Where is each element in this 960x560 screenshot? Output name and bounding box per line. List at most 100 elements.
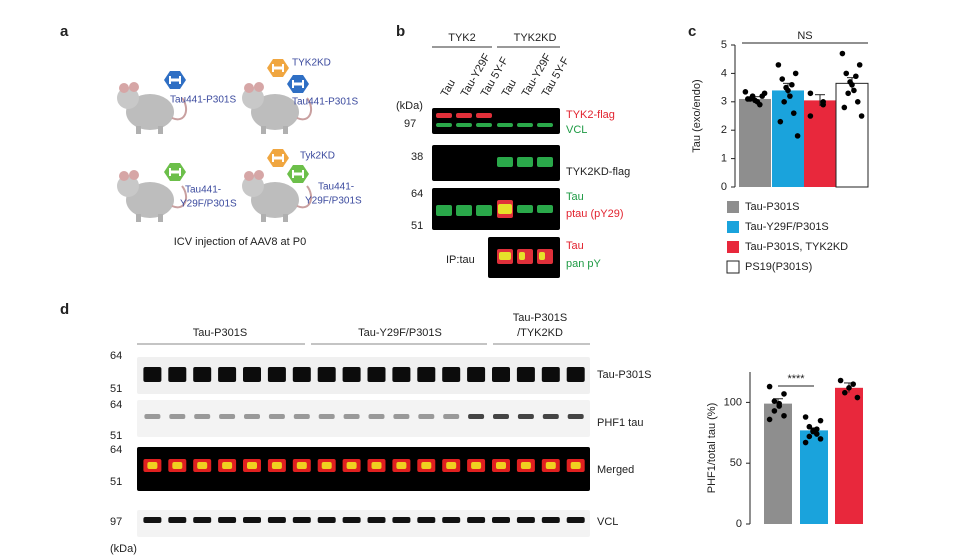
data-point: [854, 99, 861, 105]
data-point: [839, 50, 846, 57]
data-point: [781, 99, 787, 105]
data-point: [792, 70, 799, 77]
data-point: [814, 431, 820, 437]
band: [467, 517, 486, 523]
band: [517, 414, 534, 419]
band: [467, 367, 486, 382]
data-point: [849, 81, 855, 88]
data-point: [790, 110, 797, 116]
vector-label: Y29F/P301S: [305, 196, 362, 207]
band: [497, 123, 513, 127]
band: [519, 252, 525, 260]
data-point: [806, 423, 813, 430]
data-point: [777, 118, 784, 125]
band: [468, 414, 485, 419]
band: [545, 462, 556, 469]
marker-label: 51: [110, 430, 122, 442]
legend-swatch: [727, 221, 739, 233]
y-tick-label: 5: [721, 39, 727, 51]
band: [342, 517, 361, 523]
marker-label: 64: [110, 444, 122, 456]
vector-label: Tau441-: [318, 182, 354, 193]
band: [417, 517, 436, 523]
group-label: Tau-P301S: [513, 312, 567, 324]
band: [471, 462, 482, 469]
band: [143, 517, 162, 523]
band: [517, 123, 533, 127]
band: [476, 205, 492, 216]
group-label: /TYK2KD: [517, 327, 563, 339]
data-point: [817, 417, 824, 424]
legend-label: Tau-Y29F/P301S: [745, 221, 829, 233]
group-label: TYK2: [448, 32, 476, 44]
band: [541, 367, 560, 382]
band: [218, 517, 237, 523]
band: [567, 414, 584, 419]
band: [219, 414, 236, 419]
legend-label: Tau-P301S, TYK2KD: [745, 241, 848, 253]
band: [222, 462, 233, 469]
band: [318, 414, 335, 419]
band: [396, 462, 407, 469]
bar: [764, 403, 792, 524]
data-point: [787, 93, 793, 99]
band: [367, 517, 386, 523]
data-point: [807, 90, 814, 97]
marker-label: 64: [411, 188, 423, 200]
row-label: Tau-P301S: [597, 369, 651, 381]
vector-icon: [267, 149, 289, 167]
band: [516, 517, 535, 523]
blot: [432, 145, 560, 181]
band: [541, 517, 560, 523]
data-point: [766, 383, 773, 390]
blot: [432, 188, 560, 230]
band: [194, 414, 211, 419]
band: [539, 252, 545, 260]
band: [169, 414, 186, 419]
band: [267, 367, 286, 382]
band: [247, 462, 257, 469]
annotation: ****: [787, 373, 805, 385]
band: [168, 517, 187, 523]
blot: [432, 108, 560, 134]
data-point: [802, 414, 809, 420]
row-label: ptau (pY29): [566, 208, 623, 220]
vector-label: TYK2KD: [292, 58, 331, 69]
row-label: VCL: [566, 124, 587, 136]
band: [516, 367, 535, 382]
band: [346, 462, 357, 469]
data-point: [761, 90, 768, 97]
unit-label: (kDa): [396, 100, 423, 112]
band: [271, 462, 282, 469]
y-tick-label: 3: [721, 96, 727, 108]
data-point: [775, 62, 782, 68]
band: [476, 123, 492, 127]
row-label: Merged: [597, 464, 634, 476]
data-point: [752, 97, 758, 104]
legend-label: PS19(P301S): [745, 261, 812, 273]
bar: [835, 82, 869, 188]
band: [442, 517, 461, 523]
marker-label: 51: [411, 220, 423, 232]
bar: [835, 387, 863, 524]
band: [168, 367, 187, 382]
band: [417, 367, 436, 382]
y-tick-label: 50: [730, 457, 742, 469]
band: [537, 157, 553, 167]
data-point: [841, 104, 848, 111]
data-point: [771, 408, 778, 414]
band: [436, 113, 452, 118]
band: [496, 462, 506, 469]
blot: [137, 357, 590, 394]
marker-label: 64: [110, 399, 122, 411]
marker-label: 38: [411, 151, 423, 163]
legend-swatch: [726, 260, 740, 274]
band: [418, 414, 435, 419]
vector-label: Y29F/P301S: [180, 199, 237, 210]
data-point: [837, 377, 844, 384]
band: [456, 113, 472, 118]
legend-swatch: [727, 241, 739, 253]
panel-letter: a: [60, 23, 69, 40]
band: [296, 462, 307, 469]
band: [244, 414, 260, 419]
